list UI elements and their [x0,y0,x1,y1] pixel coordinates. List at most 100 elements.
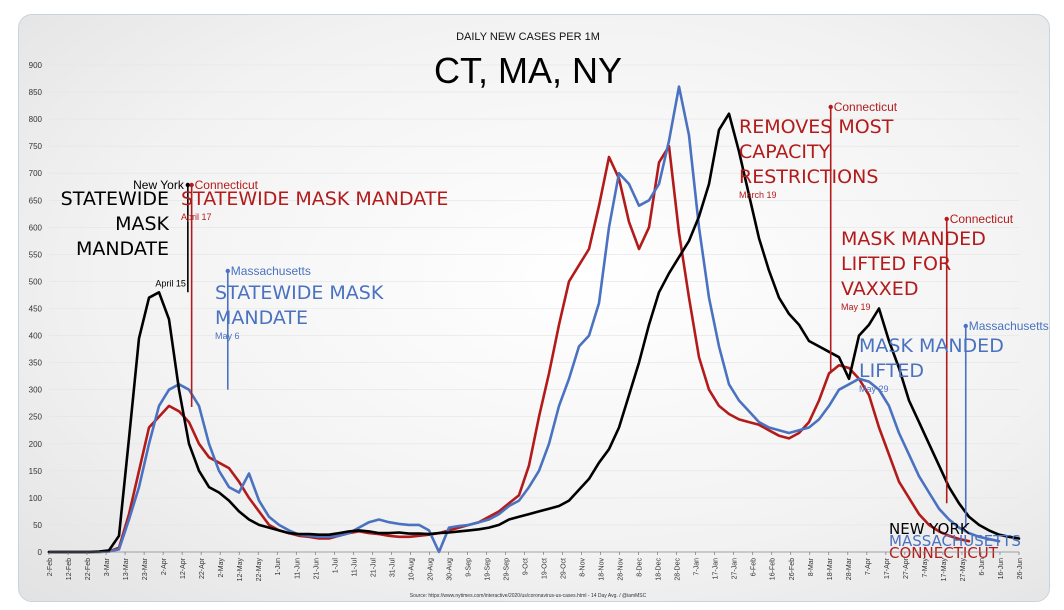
series-line-ny [47,112,1021,554]
y-tick-label: 850 [29,88,43,97]
y-gridlines [49,64,1019,553]
annotation-ct-mar19: Connecticut REMOVES MOST CAPACITY RESTRICTI… [739,100,898,374]
x-tick-label: 2-Feb [47,558,54,576]
y-tick-label: 350 [29,359,43,368]
x-tick-label: 7-Jan [694,558,701,576]
x-tick-label: 11-Jun [294,558,301,579]
annotation-state: Massachusetts [231,264,311,278]
x-tick-label: 26-Feb [789,558,796,580]
axes: 0 50 100 150 200 250 300 350 400 450 500 550 600 650 7… [29,61,1024,581]
annotation-text: MANDATE [215,307,308,329]
x-tick-label: 8-Nov [580,558,587,577]
x-tick-label: 17-Apr [884,557,891,579]
x-tick-label: 27-May [960,558,967,582]
x-tick-label: 9-Sep [465,558,472,577]
y-tick-label: 100 [29,494,43,503]
end-label-ny: NEW YORK [889,520,971,538]
annotation-date: April 17 [181,212,212,222]
x-tick-label: 16-Feb [770,558,777,580]
end-label-ct: CONNECTICUT [889,544,999,562]
x-tick-label: 12-Feb [66,558,73,580]
annotation-text: MASK MANDED [859,335,1004,357]
annotation-text: MASK MANDED [841,228,986,250]
annotation-ma-may29: Massachusetts MASK MANDED LIFTED May 29 [859,319,1049,528]
y-tick-label: 50 [33,521,42,530]
x-tick-label: 28-Dec [675,558,682,581]
annotation-date: May 6 [215,331,240,341]
y-tick-label: 650 [29,196,43,205]
annotation-text: MANDATE [76,238,169,260]
x-tick-label: 18-Dec [656,558,663,581]
y-tick-label: 250 [29,413,43,422]
series-line-ma [47,85,1001,554]
annotation-text: RESTRICTIONS [739,166,878,188]
x-tick-label: 21-Jul [370,558,377,578]
x-tick-label: 26-Jun [1017,558,1024,580]
y-tick-label: 800 [29,115,43,124]
x-tick-label: 6-Feb [751,558,758,576]
x-tick-label: 2-May [218,558,225,578]
x-tick-label: 13-Mar [123,557,130,580]
y-tick-label: 500 [29,277,43,286]
annotation-date: May 19 [841,302,871,312]
x-tick-label: 22-Apr [199,557,206,579]
x-tick-label: 8-Mar [808,557,815,576]
annotation-dot [189,182,194,188]
x-tick-label: 28-Mar [846,557,853,580]
annotation-ma-may6: Massachusetts STATEWIDE MASK MANDATE May 6 [215,264,384,390]
x-tick-label: 1-Jun [275,558,282,576]
x-tick-label: 8-Dec [637,558,644,577]
annotation-text: REMOVES MOST [739,116,894,138]
x-tick-label: 11-Jul [351,558,358,577]
x-tick-label: 3-Mar [104,557,111,576]
annotation-ct-may19: Connecticut MASK MANDED LIFTED FOR VAXXED Ma… [841,212,1014,504]
x-tick-label: 1-Jul [332,558,339,574]
x-tick-label: 29-Oct [561,558,568,579]
x-tick-label: 19-Sep [484,558,491,581]
x-tick-label: 17-Jan [713,558,720,580]
y-tick-label: 700 [29,169,43,178]
series-lines [47,85,1021,554]
annotation-text: VAXXED [841,278,918,300]
x-tick-label: 18-Mar [827,557,834,580]
x-tick-label: 9-Oct [522,558,529,575]
x-tick-label: 2-Apr [161,557,168,575]
annotation-dot [963,323,968,329]
annotation-state: Massachusetts [969,319,1049,333]
annotation-text: STATEWIDE [61,188,169,210]
x-tick-label: 6-Jun [979,558,986,576]
x-tick-label: 23-Mar [142,557,149,580]
x-tick-label: 27-Jan [732,558,739,580]
end-label-ma: MASSACHUSETTS [889,532,1021,550]
x-tick-label: 7-May [922,558,929,578]
y-tick-label: 900 [29,61,43,70]
x-tick-label: 30-Aug [446,558,453,581]
annotation-state: Connecticut [195,178,259,192]
x-tick-label: 17-May [941,558,948,582]
y-tick-label: 550 [29,250,43,259]
x-tick-label: 31-Jul [389,558,396,578]
x-tick-label: 22-Feb [85,558,92,580]
x-tick-label: 29-Sep [503,558,510,581]
annotation-dot [944,216,949,222]
x-tick-label: 12-Apr [180,557,187,579]
x-tick-label: 18-Nov [599,558,606,581]
chart-title: CT, MA, NY [434,50,622,91]
x-tick-label: 12-May [237,558,244,582]
x-tick-label: 7-Apr [865,557,872,575]
x-tick-label: 21-Jun [313,558,320,580]
annotation-dot [828,104,833,110]
x-tick-label: 10-Aug [408,558,415,581]
series-line-ct [47,144,971,554]
annotation-text: STATEWIDE MASK MANDATE [181,188,448,210]
y-tick-label: 150 [29,467,43,476]
annotation-text: LIFTED [859,360,924,382]
annotation-state: Connecticut [950,212,1014,226]
y-tick-label: 300 [29,386,43,395]
y-tick-label: 600 [29,223,43,232]
x-tick-label: 28-Nov [618,558,625,581]
annotation-text: MASK [115,213,169,235]
